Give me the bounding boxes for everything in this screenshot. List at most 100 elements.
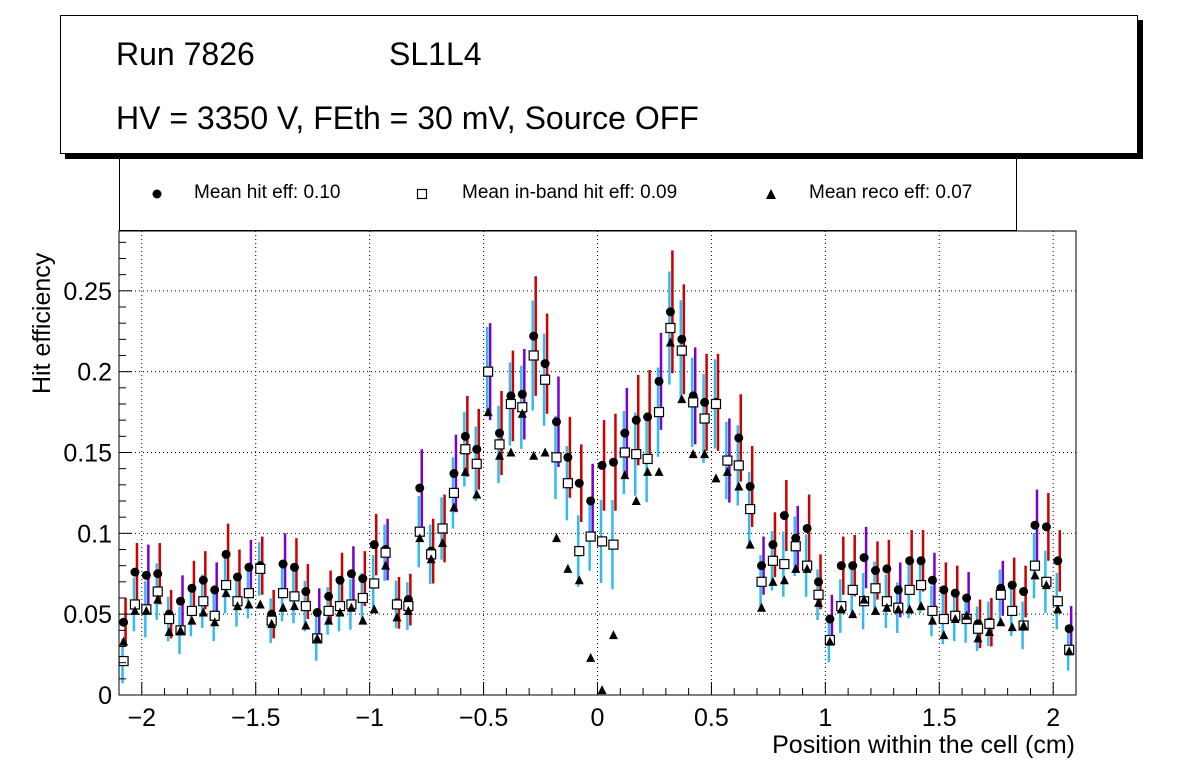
hit-point [551, 417, 561, 427]
hit-point [745, 481, 755, 491]
reco-point [506, 447, 516, 457]
inband-point [619, 447, 630, 458]
reco-point [802, 563, 812, 573]
hit-point [950, 588, 960, 598]
reco-point [335, 607, 345, 617]
hit-point [563, 452, 573, 462]
reco-point [984, 626, 994, 636]
hit-point [187, 583, 197, 593]
inband-point [460, 444, 471, 455]
inband-point [995, 589, 1006, 600]
grid-lines [119, 231, 1076, 695]
reco-point [700, 449, 710, 459]
reco-point [449, 502, 459, 512]
reco-point [517, 408, 527, 418]
hit-point [962, 593, 972, 603]
reco-point [438, 538, 448, 548]
reco-point [882, 602, 892, 612]
hit-point [631, 415, 641, 425]
hit-point [460, 431, 470, 441]
inband-point [277, 588, 289, 599]
hit-point [905, 556, 915, 566]
reco-point [551, 533, 561, 543]
hit-point [472, 444, 482, 454]
hit-point [529, 331, 539, 341]
hit-point [540, 359, 550, 369]
reco-point [198, 607, 208, 617]
hit-point [358, 574, 368, 584]
hit-point [495, 428, 505, 438]
hit-point [665, 307, 675, 317]
reco-point [677, 394, 687, 404]
inband-point [289, 591, 300, 602]
inband-point [1029, 560, 1041, 571]
legend-hit-marker-icon [152, 189, 162, 199]
hit-point [1053, 556, 1063, 566]
reco-point [472, 489, 482, 499]
hit-point [882, 564, 892, 574]
inband-point [494, 439, 505, 450]
inband-point [1007, 605, 1018, 617]
reco-point [825, 636, 835, 646]
legend-inband-marker-icon [416, 188, 428, 200]
inband-point [767, 555, 779, 566]
hit-point [415, 483, 425, 493]
reco-point [962, 610, 972, 620]
inband-point [915, 579, 927, 591]
inband-point [779, 558, 790, 570]
reco-point [745, 539, 755, 549]
reco-point [734, 481, 744, 491]
reco-point [779, 575, 789, 585]
reco-point [346, 602, 356, 612]
reco-point [130, 605, 140, 615]
legend-hit-label: Mean hit eff: 0.10 [194, 182, 341, 203]
reco-point [1053, 604, 1063, 614]
reco-point [232, 601, 242, 611]
hit-point [779, 511, 789, 521]
inband-point [448, 487, 460, 499]
inband-point [585, 531, 596, 542]
reco-point [540, 447, 550, 457]
hit-point [130, 567, 140, 577]
reco-point [848, 609, 858, 619]
y-tick-label: 0.15 [63, 439, 112, 467]
reco-point [244, 599, 254, 609]
hit-point [791, 533, 801, 543]
hit-point [654, 376, 664, 386]
reco-point [358, 615, 368, 625]
inband-point [870, 583, 881, 594]
y-tick-label: 0.2 [77, 359, 112, 387]
reco-point [836, 604, 846, 614]
x-tick-label: −1.5 [231, 704, 280, 732]
reco-point [392, 612, 402, 622]
inband-point [539, 374, 551, 385]
data-markers [118, 307, 1075, 695]
reco-point [1064, 646, 1074, 656]
inband-point [198, 596, 209, 607]
reco-point [483, 407, 493, 417]
hit-point [176, 596, 186, 606]
inband-point [528, 350, 539, 361]
hit-point [916, 556, 926, 566]
hit-point [757, 561, 767, 571]
hit-point [335, 575, 345, 585]
reco-point [620, 470, 630, 480]
run-info-box: Run 7826 SL1L4 HV = 3350 V, FEth = 30 mV… [60, 15, 1138, 154]
hit-point [449, 469, 459, 479]
inband-point [710, 398, 722, 410]
run-conditions: HV = 3350 V, FEth = 30 mV, Source OFF [116, 100, 699, 136]
reco-point [415, 533, 425, 543]
reco-point [426, 554, 436, 564]
x-tick-label: 0.5 [694, 704, 729, 732]
reco-point [654, 466, 664, 476]
y-tick-label: 0 [98, 682, 112, 710]
reco-point [529, 450, 539, 460]
hit-point [836, 561, 846, 571]
hit-point [1030, 520, 1040, 530]
hit-point [620, 428, 630, 438]
inband-point [380, 547, 391, 558]
hit-point [893, 585, 903, 595]
hit-point [324, 591, 334, 601]
legend-reco-label: Mean reco eff: 0.07 [809, 182, 973, 203]
